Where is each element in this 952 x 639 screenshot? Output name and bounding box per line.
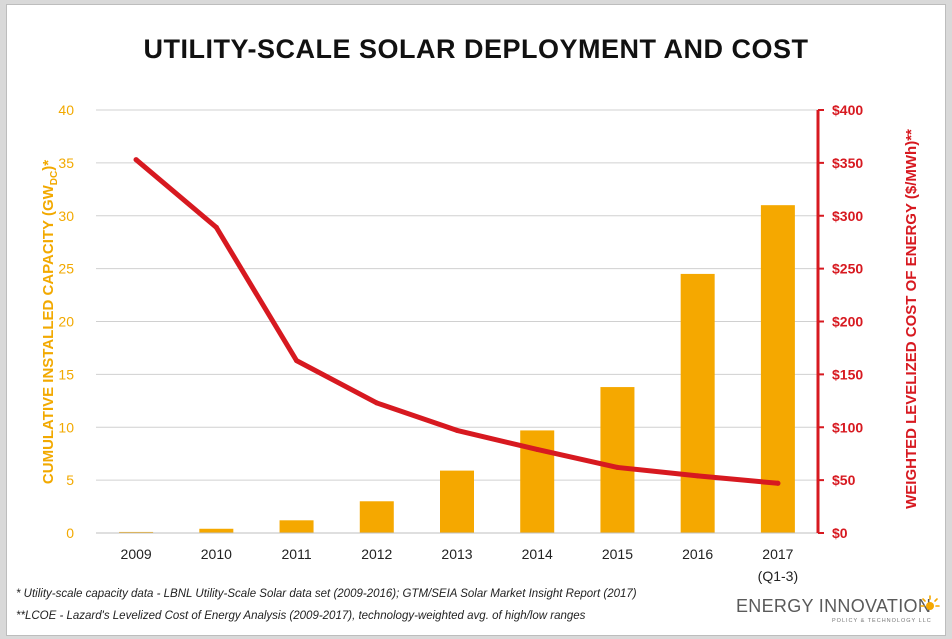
energy-innovation-logo: ENERGY INNOVATION POLICY & TECHNOLOGY LL…: [736, 594, 942, 634]
x-tick-label: 2016: [682, 546, 713, 562]
right-tick-label: $150: [832, 366, 863, 382]
left-tick-label: 5: [66, 472, 74, 488]
footnote-capacity: * Utility-scale capacity data - LBNL Uti…: [16, 588, 637, 600]
x-tick-label: 2013: [441, 546, 472, 562]
x-tick-sublabel: (Q1-3): [758, 568, 798, 584]
capacity-bar-2015: [600, 387, 635, 533]
lcoe-point-2009: [133, 157, 139, 163]
left-axis-ticks: 0 5 10 15 20 25 30 35 40: [58, 102, 74, 541]
right-tick-label: $400: [832, 102, 863, 118]
capacity-bar-2013: [440, 470, 474, 533]
lcoe-point-2016: [695, 473, 701, 479]
left-tick-label: 40: [58, 102, 74, 118]
lcoe-point-2014: [534, 446, 540, 452]
x-axis-labels: 2009 2010 2011 2012 2013 2014 2015 2016 2017 (Q1-…: [121, 546, 799, 584]
right-tick-label: $300: [832, 208, 863, 224]
capacity-bar-2017: [760, 205, 795, 534]
x-tick-label: 2015: [602, 546, 633, 562]
lcoe-line: [133, 157, 781, 486]
x-tick-label: 2014: [522, 546, 553, 562]
capacity-bar-2012: [359, 501, 394, 533]
capacity-bar-2010: [199, 528, 234, 533]
footnote-lcoe: **LCOE - Lazard's Levelized Cost of Ener…: [16, 610, 586, 622]
lcoe-point-2017: [775, 480, 781, 486]
capacity-bar-2011: [279, 520, 314, 533]
left-tick-label: 10: [58, 419, 74, 435]
capacity-bars: [119, 205, 795, 534]
left-tick-label: 20: [58, 314, 74, 330]
lcoe-point-2011: [294, 358, 300, 364]
x-tick-label: 2011: [282, 546, 312, 562]
logo-name: ENERGY INNOVATION: [736, 596, 932, 616]
lcoe-point-2010: [213, 224, 219, 230]
lcoe-point-2013: [454, 427, 460, 433]
left-tick-label: 30: [58, 208, 74, 224]
x-tick-label: 2017: [762, 546, 793, 562]
capacity-bar-2016: [680, 273, 715, 533]
left-tick-label: 15: [58, 366, 74, 382]
x-tick-label: 2009: [121, 546, 152, 562]
right-tick-label: $250: [832, 261, 863, 277]
x-tick-label: 2012: [361, 546, 392, 562]
left-axis-title: CUMULATIVE INSTALLED CAPACITY (GWDC)*: [40, 159, 60, 485]
left-tick-label: 35: [58, 155, 74, 171]
right-axis-ticks: $0 $50 $100 $150 $200 $250 $300 $350 $400: [818, 102, 863, 541]
lcoe-point-2015: [614, 464, 620, 470]
chart-title: UTILITY-SCALE SOLAR DEPLOYMENT AND COST: [143, 34, 809, 64]
left-tick-label: 0: [66, 525, 74, 541]
right-tick-label: $0: [832, 525, 848, 541]
capacity-bar-2009: [119, 531, 154, 533]
right-tick-label: $350: [832, 155, 863, 171]
left-tick-label: 25: [58, 261, 74, 277]
right-tick-label: $50: [832, 472, 856, 488]
logo-subtitle: POLICY & TECHNOLOGY LLC: [832, 618, 932, 624]
x-tick-label: 2010: [201, 546, 232, 562]
lcoe-point-2012: [374, 400, 380, 406]
right-axis-title: WEIGHTED LEVELIZED COST OF ENERGY ($/MWh…: [903, 129, 920, 509]
sun-icon: [920, 595, 940, 610]
right-tick-label: $100: [832, 419, 863, 435]
right-tick-label: $200: [832, 314, 863, 330]
